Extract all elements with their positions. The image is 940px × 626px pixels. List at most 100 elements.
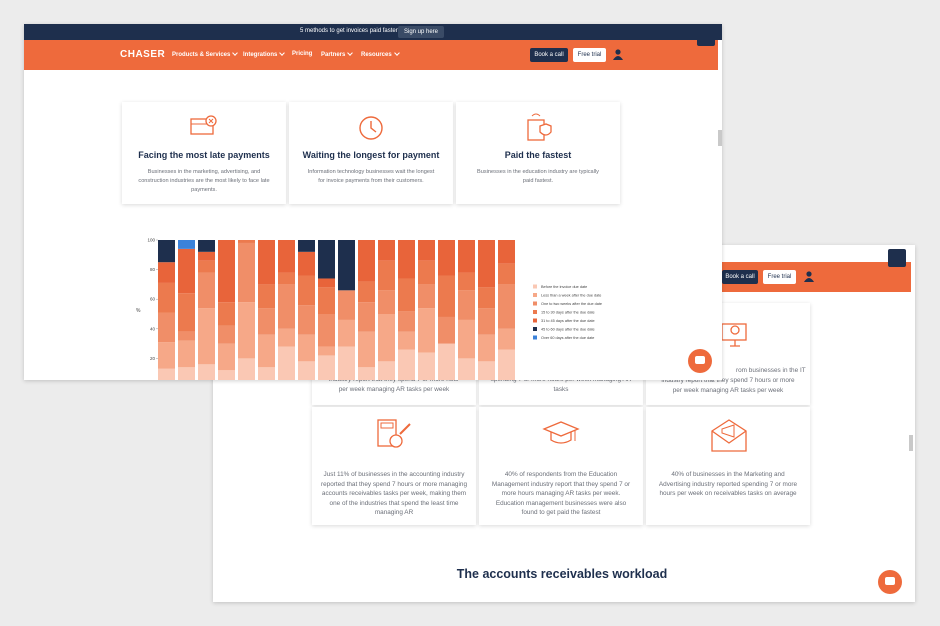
legend-swatch: [533, 284, 537, 289]
user-icon[interactable]: [804, 271, 814, 282]
bar-segment: [158, 312, 175, 343]
card-title: Waiting the longest for payment: [302, 150, 440, 160]
hubspot-icon[interactable]: [697, 28, 715, 46]
bar-segment: [458, 240, 475, 273]
calculator-icon: [377, 419, 411, 448]
bar-segment: [158, 342, 175, 369]
card-text: Information technology businesses wait t…: [307, 169, 435, 184]
bar-segment: [198, 364, 215, 380]
free-trial-button[interactable]: Free trial: [763, 270, 796, 284]
bar-segment: [478, 361, 495, 380]
nav-link[interactable]: Resources: [361, 51, 399, 58]
book-call-button[interactable]: Book a call: [530, 48, 568, 62]
bar-segment: [218, 302, 235, 326]
sign-up-button[interactable]: Sign up here: [398, 26, 444, 38]
bar-segment: [158, 282, 175, 313]
chart: % 20 40 60 80 100 Before the invoice due date L…: [136, 238, 602, 380]
legend-swatch: [533, 293, 537, 297]
y-tick-label: 100: [147, 238, 155, 243]
bar-segment: [218, 343, 235, 371]
free-trial-button[interactable]: Free trial: [573, 48, 606, 62]
bar-segment: [198, 272, 215, 309]
bar-segment: [278, 272, 295, 285]
bar-segment: [358, 331, 375, 368]
nav-link[interactable]: Products & Services: [172, 51, 237, 58]
bar-segment: [358, 302, 375, 332]
line: industry report that they spend 7 hours …: [661, 377, 795, 384]
y-axis-label: %: [136, 308, 141, 314]
line: tasks: [553, 385, 569, 393]
bar-segment: [398, 349, 415, 380]
bar-segment: [378, 290, 395, 314]
legend-label: 15 to 30 days after the due date: [541, 311, 595, 315]
bar-segment: [258, 334, 275, 368]
bar-segment: [318, 240, 335, 279]
bar-segment: [418, 308, 435, 353]
bar-segment: [458, 319, 475, 359]
bar-segment: [158, 262, 175, 283]
logo[interactable]: CHASER: [120, 49, 166, 60]
nav-link[interactable]: Pricing: [292, 51, 313, 57]
bar-segment: [218, 240, 235, 303]
bar-segment: [378, 361, 395, 380]
bar-segment: [238, 240, 255, 243]
bar-segment: [238, 358, 255, 380]
scrollbar: [909, 435, 913, 451]
card-icon: [190, 115, 217, 135]
bar-segment: [438, 240, 455, 276]
shield-icon: [527, 113, 552, 141]
nav-link[interactable]: Partners: [321, 51, 352, 58]
nav-link[interactable]: Integrations: [243, 51, 284, 58]
legend-swatch: [533, 310, 537, 314]
legend-label: One to two weeks after the due date: [541, 302, 602, 306]
bar-segment: [178, 240, 195, 249]
bar-segment: [278, 346, 295, 380]
bar-segment: [338, 346, 355, 380]
bar-segment: [278, 284, 295, 329]
bar-segment: [278, 240, 295, 273]
bar-segment: [318, 278, 335, 288]
bar-segment: [398, 331, 415, 350]
bar-segment: [338, 240, 355, 291]
bar-segment: [398, 278, 415, 312]
bar-segment: [298, 305, 315, 335]
bar-segment: [218, 325, 235, 344]
bar-segment: [378, 240, 395, 261]
bar-segment: [178, 331, 195, 341]
bar-segment: [398, 311, 415, 332]
card-title: Facing the most late payments: [138, 150, 270, 160]
bar-segment: [298, 240, 315, 252]
card: Paid the fastest Businesses in the educat…: [456, 102, 620, 204]
legend-label: Over 60 days after the due date: [541, 336, 594, 340]
bar-segment: [198, 260, 215, 273]
line: per week managing AR tasks per week: [672, 386, 784, 394]
section-heading: The accounts receivables workload: [456, 567, 668, 581]
book-call-button[interactable]: Book a call: [722, 270, 758, 284]
line: rom businesses in the IT: [736, 367, 806, 374]
bar-segment: [298, 275, 315, 306]
bar-segment: [458, 272, 475, 291]
bar-segment: [318, 287, 335, 314]
card-text: 40% of businesses in the Marketing and A…: [658, 471, 798, 498]
chat-button[interactable]: [878, 570, 902, 594]
bar-segment: [198, 308, 215, 365]
card-text: Businesses in the education industry are…: [477, 169, 599, 184]
bar-segment: [158, 368, 175, 380]
legend-label: Less than a week after the due date: [541, 294, 601, 298]
bar-segment: [378, 260, 395, 291]
bar-segment: [238, 242, 255, 303]
bar-segment: [258, 367, 275, 380]
chat-button[interactable]: [688, 349, 712, 373]
card: 40% of businesses in the Marketing and A…: [646, 407, 810, 525]
card-lines: industry report that they spend 7 hours …: [646, 376, 810, 395]
banner: 5 methods to get invoices paid faster Si…: [24, 24, 722, 40]
bar-segment: [198, 251, 215, 261]
front-nav: CHASER Products & Services Integrations …: [24, 40, 718, 70]
user-icon[interactable]: [613, 49, 623, 60]
y-tick-label: 80: [150, 267, 156, 272]
graduation-icon: [542, 421, 580, 444]
bar-segment: [338, 290, 355, 320]
card: Just 11% of businesses in the accounting…: [312, 407, 476, 525]
hubspot-icon[interactable]: [888, 249, 906, 267]
